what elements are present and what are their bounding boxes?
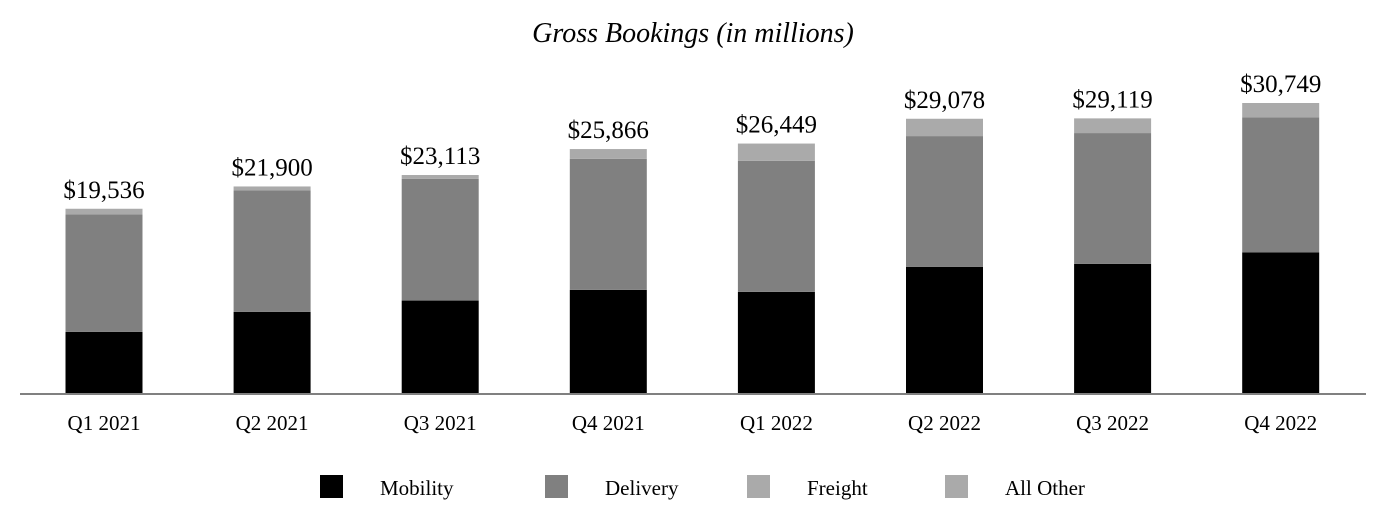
x-tick-label: Q2 2022 <box>908 411 981 435</box>
total-label: $29,119 <box>1072 86 1152 113</box>
bar-freight <box>401 175 479 179</box>
legend-label: Mobility <box>380 476 454 500</box>
bar-mobility <box>1242 252 1320 393</box>
bar-mobility <box>65 331 143 393</box>
x-tick-label: Q2 2021 <box>236 411 309 435</box>
bar-delivery <box>233 190 311 312</box>
bar-freight <box>737 143 815 161</box>
bar-mobility <box>737 291 815 393</box>
legend-swatch <box>945 475 968 498</box>
legend-swatch <box>320 475 343 498</box>
legend-label: Freight <box>807 476 868 500</box>
bar-delivery <box>1242 117 1320 253</box>
bar-mobility <box>569 289 647 393</box>
bar-freight <box>233 186 311 191</box>
total-label: $30,749 <box>1240 71 1321 98</box>
bar-delivery <box>1074 133 1152 264</box>
total-label: $21,900 <box>231 154 312 181</box>
bar-freight <box>906 118 983 137</box>
bar-freight <box>1242 103 1320 118</box>
legend-swatch <box>545 475 568 498</box>
bar-mobility <box>906 266 983 393</box>
total-label: $29,078 <box>904 87 985 114</box>
bar-delivery <box>737 160 815 292</box>
total-label: $25,866 <box>568 117 649 144</box>
x-tick-label: Q1 2022 <box>740 411 813 435</box>
total-label: $19,536 <box>63 177 144 204</box>
bar-freight <box>1074 118 1152 134</box>
bar-freight <box>65 208 143 215</box>
chart-title: Gross Bookings (in millions) <box>532 18 854 49</box>
bar-mobility <box>1074 263 1152 393</box>
bar-delivery <box>65 214 143 332</box>
x-tick-label: Q1 2021 <box>68 411 141 435</box>
legend-swatch <box>747 475 770 498</box>
x-tick-label: Q4 2022 <box>1244 411 1317 435</box>
bar-mobility <box>401 300 479 393</box>
bar-freight <box>569 149 647 159</box>
legend-label: All Other <box>1005 476 1085 500</box>
bar-delivery <box>401 178 479 301</box>
bar-delivery <box>906 136 983 267</box>
bar-mobility <box>233 311 311 393</box>
x-tick-label: Q3 2022 <box>1076 411 1149 435</box>
total-label: $23,113 <box>400 143 480 170</box>
x-tick-label: Q4 2021 <box>572 411 645 435</box>
total-label: $26,449 <box>736 112 817 139</box>
x-tick-label: Q3 2021 <box>404 411 477 435</box>
legend-label: Delivery <box>605 476 679 500</box>
bar-delivery <box>569 158 647 290</box>
